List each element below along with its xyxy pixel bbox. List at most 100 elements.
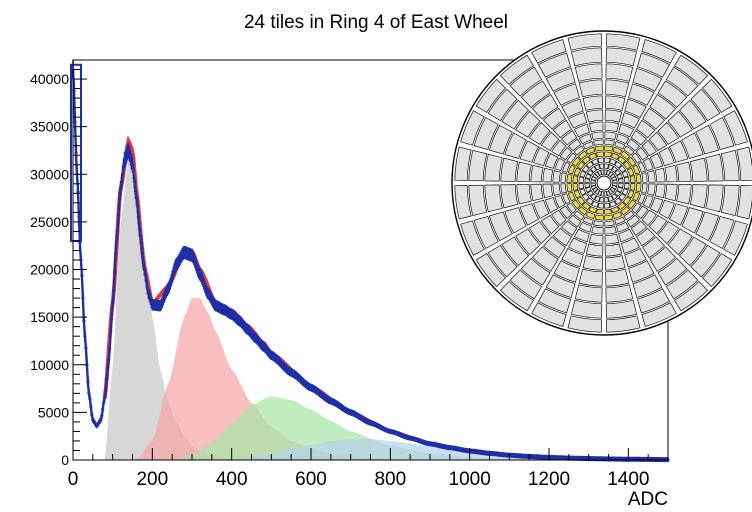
wheel-tile [559,205,573,219]
wheel-tile [604,121,620,133]
wheel-tile [709,117,735,151]
x-tick-label: 1400 [607,469,649,490]
wheel-tile [664,164,678,183]
wheel-tile [617,177,624,184]
wheel-tile [627,156,637,167]
wheel-tile [629,183,636,191]
wheel-tile [608,171,614,178]
wheel-tile [695,211,720,242]
wheel-tile [531,39,567,64]
wheel-tile [635,173,642,183]
wheel-tile [617,182,624,189]
wheel-tile [594,188,600,195]
wheel-tile [593,139,604,146]
y-tick-label: 20000 [30,262,69,278]
wheel-tile [621,188,629,196]
wheel-tile [604,255,626,271]
wheel-tile [641,183,648,194]
wheel-tile [667,110,693,138]
wheel-tile [577,150,588,160]
wheel-tile [520,80,551,109]
wheel-tile [509,269,543,300]
wheel-tile [632,191,641,202]
wheel-tile [604,109,623,123]
wheel-tile [553,260,580,283]
wheel-tile [579,170,587,178]
wheel-tile [560,183,567,194]
wheel-tile [604,145,614,152]
wheel-tile [604,131,617,140]
wheel-tile [627,199,637,210]
wheel-tile [605,63,634,82]
wheel-tile [454,146,472,181]
wheel-tile [618,193,627,201]
wheel-tile [676,161,692,183]
wheel-tile [605,284,634,303]
wheel-tile [604,226,617,235]
wheel-tile [637,161,646,173]
wheel-tile [561,98,584,119]
wheel-tile [531,302,567,327]
wheel-tile [578,268,603,287]
wheel-tile [590,193,597,200]
wheel-tile [631,202,642,214]
wheel-tile [519,140,540,163]
wheel-tile [540,214,560,235]
y-tick-label: 5000 [38,404,69,420]
wheel-tile [636,288,670,314]
wheel-tile [586,197,594,206]
wheel-tile [620,206,631,216]
wheel-tile [568,112,588,129]
wheel-tile [475,78,506,113]
wheel-tile [594,214,604,221]
wheel-tile [631,152,642,164]
wheel-tile [528,122,551,145]
wheel-tile [610,205,620,214]
wheel-tile [641,209,657,226]
wheel-tile [579,188,587,196]
wheel-tile [576,160,586,170]
wheel-tile [606,315,641,333]
wheel-tile [635,119,656,139]
wheel-tile [628,83,655,106]
x-axis-label: ADC [628,489,668,510]
wheel-tile [635,147,649,161]
y-tick-label: 35000 [30,119,69,135]
wheel-tile [499,281,534,312]
wheel-tile [689,157,708,182]
wheel-tile [501,99,530,130]
wheel-tile [600,191,605,197]
wheel-tile [454,185,472,220]
y-tick-label: 30000 [30,166,69,182]
wheel-tile [578,176,585,183]
wheel-tile [678,236,707,267]
wheel-tile [504,207,527,234]
wheel-tile [587,190,594,197]
y-tick-label: 15000 [30,309,69,325]
wheel-tile [678,99,707,130]
wheel-tile [604,202,611,209]
wheel-tile [604,208,612,215]
wheel-tile [630,220,647,236]
wheel-tile [604,151,612,158]
wheel-tile [460,220,485,256]
wheel-tile [594,195,601,202]
wheel-tile [654,167,666,183]
wheel-tile [623,145,635,156]
wheel-tile [614,190,621,197]
wheel-tile [582,255,604,271]
wheel-tile [632,67,663,92]
wheel-tile [626,214,640,228]
wheel-tile [604,139,615,146]
wheel-tile [617,201,627,211]
wheel-tile [566,152,577,164]
wheel-tile [542,183,554,199]
wheel-tile [594,145,604,152]
wheel-tile [736,146,752,181]
wheel-tile [604,214,614,221]
wheel-tile [723,220,748,256]
wheel-tile [608,188,614,195]
wheel-tile [596,151,604,158]
wheel-tile [603,169,608,175]
